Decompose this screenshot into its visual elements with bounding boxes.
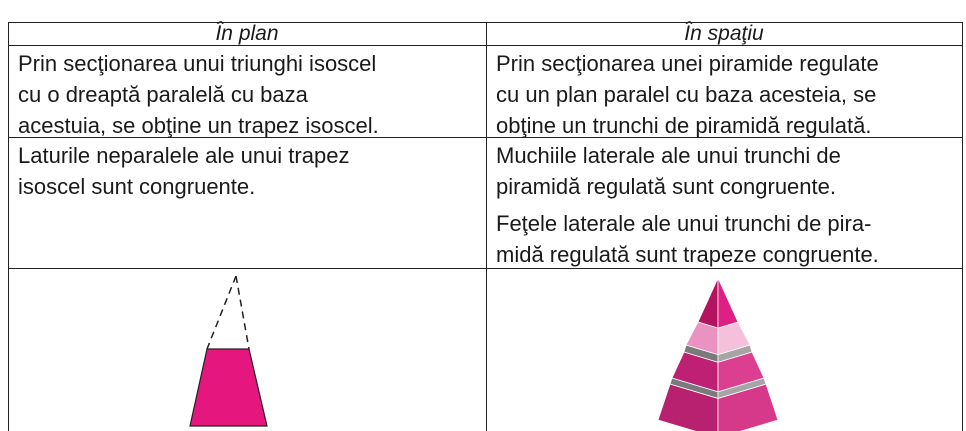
rule	[8, 137, 962, 138]
rule	[486, 22, 487, 431]
paragraph: Feţele laterale ale unui trunchi de pira…	[496, 208, 879, 270]
dashed-side	[235, 275, 250, 350]
dashed-side	[206, 275, 237, 350]
paragraph: Muchiile laterale ale unui trunchi de pir…	[496, 140, 879, 202]
rule	[8, 45, 962, 46]
column-header: În plan	[215, 22, 279, 45]
text-line: Laturile neparalele ale unui trapez	[18, 143, 350, 168]
pyramid-face	[717, 277, 739, 329]
text-line: midă regulată sunt trapeze congruente.	[496, 242, 879, 267]
text-line: obţine un trunchi de piramidă regulată.	[496, 113, 872, 138]
rule	[8, 22, 9, 431]
rule	[962, 22, 963, 431]
cell: Prin secţionarea unui triunghi isoscel cu…	[18, 48, 379, 141]
cell: Muchiile laterale ale unui trunchi de pir…	[496, 140, 879, 270]
text-line: Prin secţionarea unui triunghi isoscel	[18, 51, 377, 76]
text-line: Feţele laterale ale unui trunchi de pira…	[496, 211, 872, 236]
text-line: cu o dreaptă paralelă cu baza	[18, 82, 308, 107]
rule	[8, 22, 962, 23]
column-header: În spaţiu	[684, 22, 764, 45]
cell: Prin secţionarea unei piramide regulate c…	[496, 48, 879, 141]
paragraph: Prin secţionarea unei piramide regulate c…	[496, 48, 879, 141]
trapezoid-figure	[189, 275, 268, 427]
paragraph: Prin secţionarea unui triunghi isoscel cu…	[18, 48, 379, 141]
pyramid-figure	[657, 277, 779, 431]
trapezoid	[189, 348, 268, 427]
text-line: cu un plan paralel cu baza acesteia, se	[496, 82, 877, 107]
text-line: Muchiile laterale ale unui trunchi de	[496, 143, 841, 168]
text-line: isoscel sunt congruente.	[18, 174, 256, 199]
paragraph: Laturile neparalele ale unui trapez isosc…	[18, 140, 349, 202]
text-line: Prin secţionarea unei piramide regulate	[496, 51, 879, 76]
cell: Laturile neparalele ale unui trapez isosc…	[18, 140, 349, 202]
text-line: piramidă regulată sunt congruente.	[496, 174, 836, 199]
rule	[8, 268, 962, 269]
pyramid-face	[697, 277, 719, 329]
text-line: acestuia, se obţine un trapez isoscel.	[18, 113, 379, 138]
